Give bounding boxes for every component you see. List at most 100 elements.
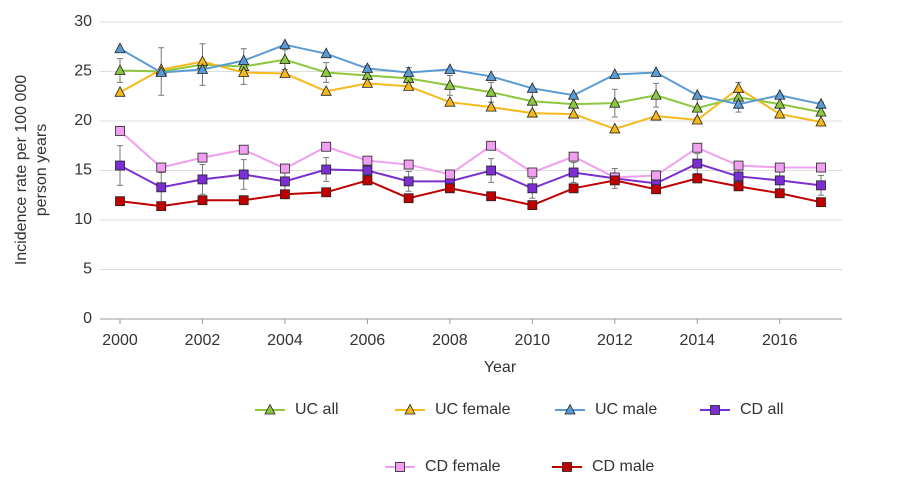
data-point: [815, 115, 827, 127]
data-point: [651, 170, 661, 181]
data-point: [692, 173, 703, 184]
data-point: [692, 142, 703, 153]
legend-label: CD female: [425, 458, 501, 475]
y-axis-label: Incidence rate per 100 000: [13, 75, 30, 265]
data-point: [485, 70, 497, 81]
data-point: [816, 162, 826, 173]
x-tick-label: 2016: [762, 332, 798, 349]
data-point: [444, 95, 456, 107]
data-point: [115, 196, 125, 207]
data-point: [238, 54, 250, 66]
y-tick-label: 30: [74, 13, 92, 30]
data-point: [320, 66, 332, 77]
data-point: [402, 79, 415, 91]
legend-label: UC male: [595, 401, 657, 418]
data-point: [197, 195, 208, 206]
data-point: [651, 184, 661, 195]
data-point: [197, 174, 208, 185]
data-point: [609, 96, 621, 108]
legend-label: CD all: [740, 401, 784, 418]
y-tick-label: 20: [74, 112, 92, 129]
data-point: [444, 183, 455, 194]
data-point: [650, 88, 662, 100]
data-point: [568, 151, 579, 162]
data-point: [526, 81, 539, 93]
data-point: [444, 63, 456, 74]
data-point: [156, 182, 167, 193]
data-point: [774, 88, 786, 100]
data-point: [361, 62, 374, 73]
data-point: [361, 77, 374, 88]
data-point: [280, 163, 290, 174]
data-point: [650, 109, 662, 121]
series-line: [119, 58, 822, 114]
data-point: [567, 107, 580, 119]
data-point: [691, 113, 703, 125]
x-tick-label: 2006: [350, 332, 386, 349]
data-point: [733, 181, 744, 192]
data-point: [320, 47, 332, 59]
x-tick-label: 2012: [597, 332, 633, 349]
legend-marker: [264, 403, 276, 415]
data-point: [774, 175, 785, 186]
data-point: [403, 159, 414, 170]
data-point: [526, 94, 539, 106]
y-tick-label: 5: [83, 261, 92, 278]
legend-marker: [710, 405, 720, 415]
data-point: [816, 180, 826, 191]
data-point: [568, 167, 579, 178]
data-point: [774, 107, 786, 119]
legend-marker: [404, 403, 416, 415]
data-point: [156, 162, 167, 173]
legend-label: UC all: [295, 401, 339, 418]
data-point: [609, 175, 620, 186]
data-point: [733, 171, 744, 182]
x-axis-label: Year: [484, 359, 517, 376]
data-point: [114, 42, 126, 54]
data-point: [280, 189, 290, 200]
y-axis-label: person years: [33, 124, 50, 217]
data-point: [526, 106, 539, 118]
data-point: [485, 85, 497, 97]
y-tick-label: 10: [74, 211, 92, 228]
x-tick-label: 2014: [679, 332, 715, 349]
y-tick-label: 25: [74, 63, 92, 80]
x-tick-label: 2002: [185, 332, 221, 349]
data-point: [197, 152, 208, 163]
data-point: [732, 97, 745, 109]
data-point: [362, 165, 373, 176]
data-point: [114, 85, 126, 97]
data-point: [816, 197, 826, 208]
x-tick-label: 2000: [102, 332, 138, 349]
data-point: [238, 169, 249, 180]
data-point: [362, 155, 373, 166]
data-point: [732, 81, 745, 93]
y-tick-label: 0: [83, 310, 92, 327]
data-point: [691, 101, 703, 113]
data-point: [485, 100, 497, 112]
data-point: [486, 165, 497, 176]
legend-marker: [564, 403, 576, 415]
y-tick-label: 15: [74, 162, 92, 179]
data-point: [609, 68, 621, 79]
data-point: [444, 169, 455, 180]
x-tick-label: 2008: [432, 332, 468, 349]
data-point: [486, 140, 497, 151]
data-point: [568, 183, 579, 194]
x-tick-label: 2010: [515, 332, 551, 349]
data-point: [238, 66, 250, 77]
data-point: [774, 188, 785, 199]
data-point: [279, 67, 291, 78]
data-point: [279, 53, 291, 65]
data-point: [321, 164, 332, 175]
data-point: [402, 66, 415, 77]
data-point: [320, 84, 332, 96]
data-point: [733, 160, 744, 171]
legend-label: CD male: [592, 458, 654, 475]
data-point: [567, 88, 580, 100]
data-point: [196, 63, 209, 74]
series-line: [119, 130, 821, 179]
data-point: [486, 191, 497, 202]
legend-marker: [395, 462, 405, 472]
